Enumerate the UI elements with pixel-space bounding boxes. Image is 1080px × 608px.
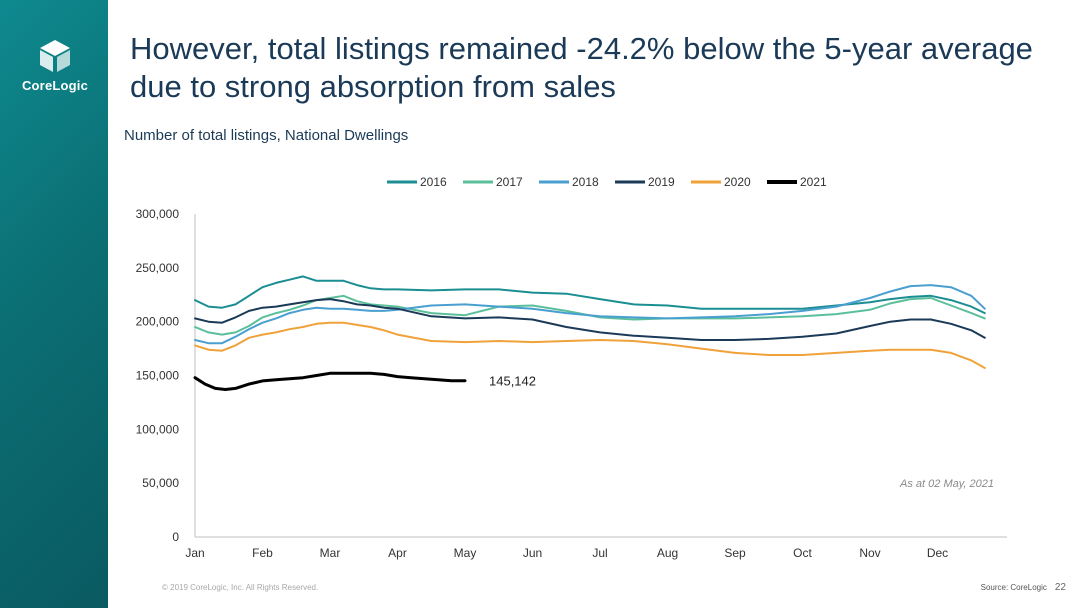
x-tick-label: Jun [523,546,542,560]
series-line-2018 [194,284,986,345]
legend-label-2020: 2020 [724,175,751,189]
legend-label-2019: 2019 [648,175,675,189]
series-line-2016 [194,275,986,315]
x-tick-label: Oct [793,546,812,560]
x-tick-label: Jul [592,546,607,560]
legend-label-2018: 2018 [572,175,599,189]
series-line-2021 [193,371,467,391]
series-line-2020 [194,321,986,369]
x-tick-label: Aug [657,546,678,560]
copyright-notice: © 2019 CoreLogic, Inc. All Rights Reserv… [162,583,319,592]
x-tick-label: Jan [185,546,204,560]
y-tick-label: 300,000 [136,207,180,221]
brand-name: CoreLogic [21,78,89,93]
y-tick-label: 100,000 [136,422,180,436]
chart-subtitle: Number of total listings, National Dwell… [124,127,409,144]
y-tick-label: 200,000 [136,315,180,329]
y-tick-label: 0 [172,530,179,544]
x-tick-label: Nov [859,546,880,560]
page-number: 22 [1054,582,1066,593]
corelogic-cube-icon [40,40,70,72]
as-at-annotation: As at 02 May, 2021 [899,478,994,490]
legend-label-2016: 2016 [420,175,447,189]
brand-logo: CoreLogic [14,38,96,93]
end-value-label: 145,142 [489,374,536,389]
y-tick-label: 50,000 [142,476,179,490]
x-tick-label: Dec [927,546,948,560]
page-title: However, total listings remained -24.2% … [130,31,1033,104]
series-line-2017 [194,294,986,336]
sidebar-band: CoreLogic [0,0,108,608]
y-tick-label: 150,000 [136,369,180,383]
series-line-2019 [194,298,986,341]
x-tick-label: Mar [320,546,341,560]
legend-label-2021: 2021 [800,175,827,189]
source-label: Source: CoreLogic [980,583,1047,592]
listings-line-chart: 0 50,000 100,000 150,000 200,000 250,000 300,0… [136,175,1007,560]
x-tick-label: Sep [724,546,746,560]
x-tick-label: Feb [252,546,273,560]
x-tick-label: May [454,546,477,560]
x-tick-label: Apr [388,546,407,560]
y-tick-label: 250,000 [136,261,180,275]
source-note: Source: CoreLogic 22 [981,582,1066,593]
legend-label-2017: 2017 [496,175,523,189]
